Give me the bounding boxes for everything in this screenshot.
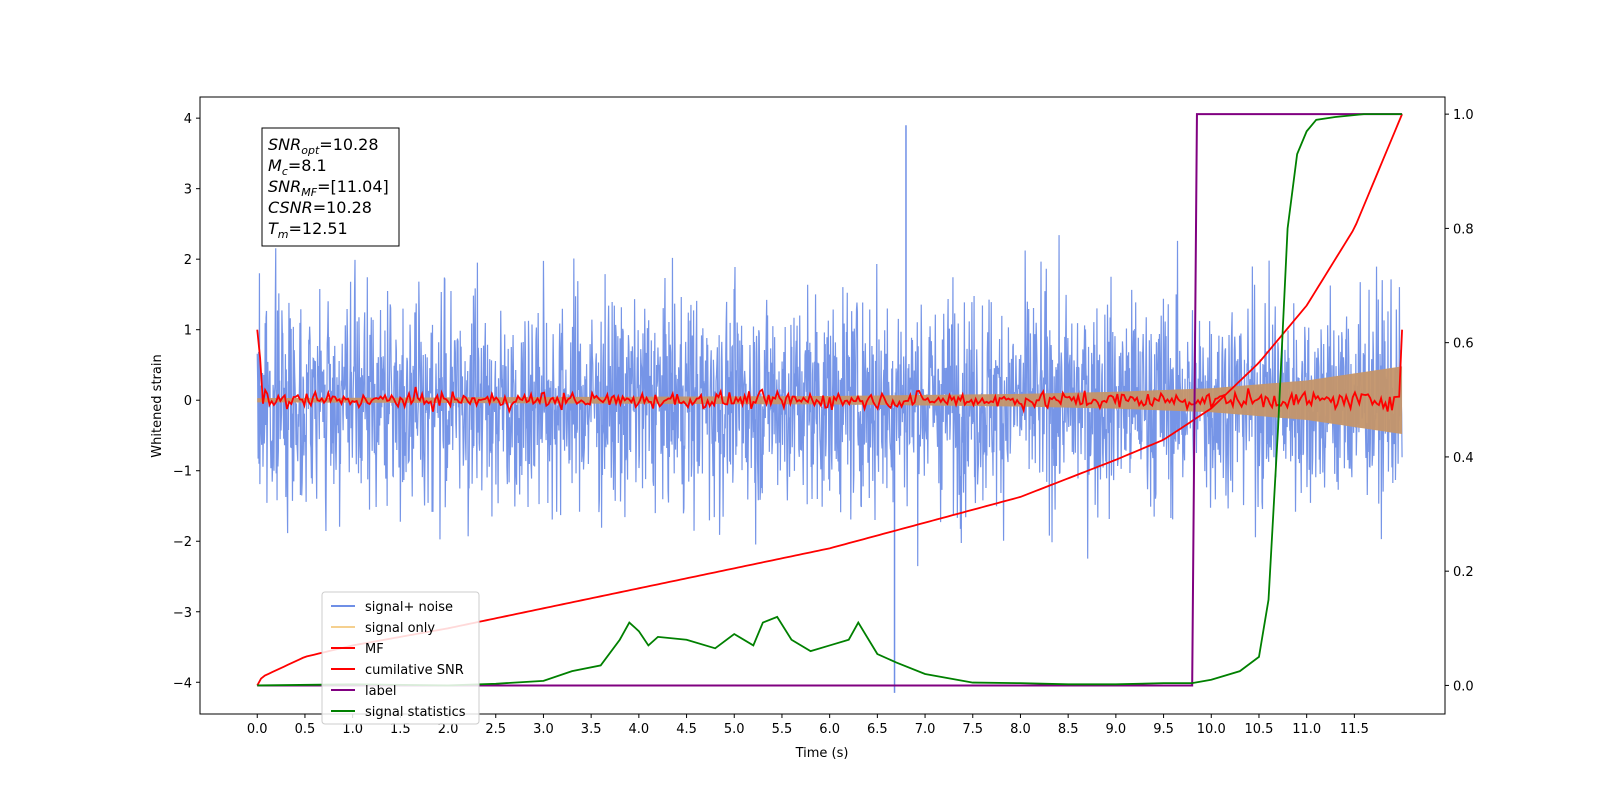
x-tick-label: 9.0 [1106,722,1127,737]
x-tick-label: 6.5 [867,722,888,737]
y-left-tick-label: 3 [184,183,192,198]
y-right-tick-label: 0.2 [1453,565,1474,580]
x-tick-label: 4.5 [676,722,697,737]
legend-label: signal+ noise [365,600,453,615]
info-line: Mc=8.1 [268,156,327,178]
x-tick-label: 7.0 [915,722,936,737]
legend: signal+ noise signal only MF cumilative SNR… [321,591,480,725]
x-tick-label: 5.0 [724,722,745,737]
info-box: SNRopt=10.28Mc=8.1SNRMF=[11.04]CSNR=10.2… [261,127,400,247]
x-tick-label: 1.0 [342,722,363,737]
x-tick-label: 2.5 [485,722,506,737]
x-tick-label: 9.5 [1153,722,1174,737]
series-signal-noise [256,235,1403,567]
x-tick-label: 8.0 [1010,722,1031,737]
x-tick-label: 0.5 [295,722,316,737]
plot-frame [199,96,1446,715]
y-right-tick-label: 0.4 [1453,451,1474,466]
x-tick-label: 11.0 [1292,722,1321,737]
x-tick-label: 7.5 [962,722,983,737]
axes-layer: 0.0 0.5 1.0 1.5 2.0 2.5 3.0 3.5 4.0 4.5 5.0 5.5 6.0 6… [173,108,1474,737]
x-tick-label: 2.0 [438,722,459,737]
x-axis-label: Time (s) [795,746,849,761]
info-lines: SNRopt=10.28Mc=8.1SNRMF=[11.04]CSNR=10.2… [268,135,389,241]
x-tick-label: 6.0 [819,722,840,737]
legend-label: label [365,684,396,699]
x-tick-label: 3.0 [533,722,554,737]
x-tick-label: 8.5 [1058,722,1079,737]
info-line: CSNR=10.28 [268,198,372,217]
info-box-frame [261,127,400,247]
y-left-tick-label: 1 [184,324,192,339]
y-right-tick-label: 0.0 [1453,679,1474,694]
series-mf [256,329,1403,414]
x-tick-label: 10.5 [1244,722,1273,737]
x-tick-label: 3.5 [581,722,602,737]
x-tick-label: 4.0 [629,722,650,737]
y-left-tick-label: −1 [173,465,192,480]
x-tick-label: 1.5 [390,722,411,737]
y-right-tick-label: 1.0 [1453,108,1474,123]
x-tick-label: 0.0 [247,722,268,737]
y-right-tick-label: 0.8 [1453,222,1474,237]
y-left-tick-label: 0 [184,394,192,409]
x-tick-label: 11.5 [1340,722,1369,737]
legend-label: MF [365,642,384,657]
legend-label: cumilative SNR [365,663,464,678]
legend-entries: signal+ noise signal only MF cumilative SNR… [331,600,466,720]
x-tick-label: 10.0 [1197,722,1226,737]
legend-label: signal statistics [365,705,466,720]
series-label [257,113,1403,687]
info-line: SNRMF=[11.04] [268,177,389,199]
info-line: Tm=12.51 [268,219,348,241]
legend-frame [321,591,480,725]
series-signal-statistics [257,113,1403,687]
y-axis-label: Whitened strain [150,354,165,457]
legend-label: signal only [365,621,435,636]
x-tick-label: 5.5 [772,722,793,737]
info-line: SNRopt=10.28 [268,135,379,157]
y-left-tick-label: −2 [173,535,192,550]
y-left-tick-label: 2 [184,253,192,268]
y-left-tick-label: −3 [173,606,192,621]
y-right-tick-label: 0.6 [1453,337,1474,352]
y-left-tick-label: −4 [173,676,192,691]
y-left-tick-label: 4 [184,112,192,127]
